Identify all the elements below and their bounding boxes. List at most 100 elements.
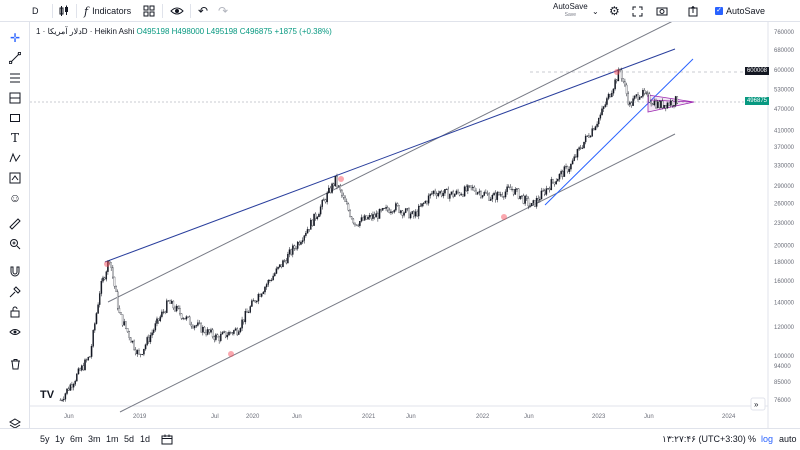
- candle-body: [529, 205, 531, 207]
- time-axis[interactable]: Jun 2019 Jul 2020 Jun 2021 Jun 2022 Jun 2023 Jun 20…: [64, 414, 736, 420]
- lock-drawing-icon[interactable]: [7, 284, 23, 300]
- candle-body: [269, 279, 271, 281]
- candle-body: [367, 217, 369, 220]
- candle-body: [620, 69, 623, 79]
- trash-icon[interactable]: [7, 356, 23, 372]
- candle-body: [228, 331, 230, 336]
- candle-body: [537, 197, 539, 201]
- candle-body: [69, 384, 72, 391]
- fib-icon[interactable]: [7, 70, 23, 86]
- candle-body: [89, 356, 91, 358]
- candle-body: [486, 192, 489, 195]
- candle-body: [671, 100, 674, 106]
- crosshair-icon[interactable]: ✛: [9, 31, 21, 45]
- candle-body: [434, 190, 436, 194]
- layouts-icon[interactable]: [143, 0, 155, 22]
- autosave-toggle[interactable]: ✓ AutoSave: [715, 0, 765, 22]
- candle-body: [615, 79, 618, 82]
- pattern-icon[interactable]: [7, 90, 23, 106]
- candle-body: [426, 201, 428, 204]
- candle-body: [401, 210, 404, 216]
- visibility-eye-icon[interactable]: [170, 0, 184, 22]
- lock-icon[interactable]: [7, 304, 23, 320]
- candle-body: [526, 195, 528, 199]
- candle-body: [665, 104, 667, 109]
- redo-icon[interactable]: ↷: [218, 4, 229, 18]
- eye-icon[interactable]: [7, 324, 23, 340]
- tradingview-logo: TV: [38, 386, 56, 401]
- xabcd-icon[interactable]: [7, 150, 23, 166]
- candle-body: [411, 211, 413, 214]
- pivot-marker: [104, 261, 110, 267]
- indicators-button[interactable]: f Indicators: [84, 0, 131, 22]
- range-5d[interactable]: 5d: [124, 434, 135, 444]
- candle-body: [79, 368, 81, 371]
- range-6m[interactable]: 6m: [70, 434, 83, 444]
- interval-button[interactable]: D: [32, 6, 39, 16]
- candle-body: [321, 199, 323, 207]
- candle-body: [164, 311, 166, 313]
- candle-body: [184, 318, 186, 320]
- auto-scale-toggle[interactable]: auto: [779, 434, 797, 444]
- candle-body: [385, 207, 387, 209]
- measure-icon[interactable]: [7, 170, 23, 186]
- fullscreen-icon[interactable]: [632, 0, 643, 22]
- candle-body: [378, 209, 381, 219]
- undo-icon[interactable]: ↶: [198, 4, 209, 18]
- current-price-marker: 496875: [744, 97, 769, 105]
- candle-body: [72, 384, 75, 388]
- candle-body: [490, 198, 492, 201]
- price-tick-label: 94000: [774, 364, 791, 370]
- range-5y[interactable]: 5y: [40, 434, 50, 444]
- candle-body: [167, 300, 170, 302]
- ruler-icon[interactable]: [7, 216, 23, 232]
- candle-body: [128, 331, 130, 338]
- price-tick-label: 470000: [774, 107, 795, 113]
- gear-icon[interactable]: ⚙: [609, 4, 620, 18]
- magnet-icon[interactable]: [7, 264, 23, 280]
- rectangle-icon[interactable]: [7, 110, 23, 126]
- text-icon[interactable]: T: [10, 131, 19, 145]
- chevron-down-icon[interactable]: ⌄: [592, 6, 599, 16]
- chart-type-icon[interactable]: [58, 0, 70, 22]
- candle-body: [97, 304, 99, 314]
- publish-icon[interactable]: [688, 0, 698, 22]
- candle-body: [357, 225, 359, 227]
- candle-body: [418, 205, 420, 217]
- open-value: O495198: [136, 27, 170, 36]
- candle-body: [134, 349, 137, 355]
- emoji-icon[interactable]: ☺: [8, 191, 22, 205]
- snapshot-icon[interactable]: [656, 0, 668, 22]
- range-1m[interactable]: 1m: [106, 434, 119, 444]
- indicators-icon: f: [84, 4, 89, 18]
- candle-body: [633, 96, 636, 99]
- candle-body: [256, 300, 258, 303]
- scroll-to-realtime-icon[interactable]: »: [750, 397, 766, 411]
- range-3m[interactable]: 3m: [88, 434, 101, 444]
- candle-body: [175, 305, 178, 312]
- range-1d[interactable]: 1d: [140, 434, 151, 444]
- range-1y[interactable]: 1y: [55, 434, 65, 444]
- date-range-icon[interactable]: [161, 434, 173, 447]
- clock-timezone[interactable]: ۱۳:۲۷:۴۶ (UTC+3:30): [662, 434, 746, 444]
- percent-scale-toggle[interactable]: %: [748, 434, 757, 444]
- symbol-title[interactable]: دلار آمریکا · 1D · Heikin Ashi: [36, 27, 135, 36]
- autosave-menu[interactable]: AutoSave Save: [553, 0, 588, 22]
- price-axis[interactable]: 760000 680000 600000 530000 470000 410000 3700…: [774, 30, 795, 404]
- candle-body: [467, 185, 469, 192]
- candle-body: [377, 213, 379, 219]
- trend-line-icon[interactable]: [7, 50, 23, 66]
- log-scale-toggle[interactable]: log: [761, 434, 774, 444]
- candle-body: [308, 229, 310, 231]
- candle-body: [359, 221, 361, 226]
- zoom-in-icon[interactable]: [7, 236, 23, 252]
- indicators-label: Indicators: [92, 6, 132, 16]
- candle-body: [139, 353, 142, 355]
- candle-body: [105, 271, 108, 280]
- candle-body: [354, 222, 356, 225]
- price-tick-label: 760000: [774, 30, 795, 36]
- candle-body: [540, 190, 543, 200]
- candle-body: [314, 213, 317, 220]
- price-chart[interactable]: 760000 680000 600000 530000 470000 410000 3700…: [30, 22, 800, 428]
- chart-legend: دلار آمریکا · 1D · Heikin Ashi O495198 H…: [36, 27, 332, 36]
